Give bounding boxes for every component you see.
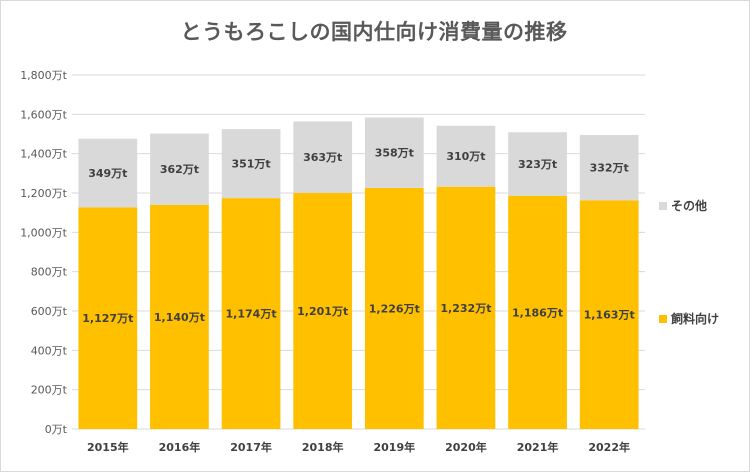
data-label: 1,140万t	[154, 311, 205, 324]
bar-other	[436, 125, 496, 187]
bar-other	[508, 132, 567, 196]
data-label: 332万t	[590, 162, 629, 175]
bar-other	[150, 133, 209, 205]
data-label: 363万t	[303, 151, 342, 164]
bar-other	[78, 138, 138, 208]
y-tick-label: 1,800万t	[20, 69, 67, 82]
bar-feed	[508, 195, 567, 429]
bar-other	[579, 134, 639, 201]
x-tick-label: 2020年	[445, 440, 487, 454]
x-tick-label: 2015年	[87, 440, 129, 454]
data-label: 351万t	[231, 158, 270, 171]
bar-feed	[579, 200, 639, 429]
data-label: 1,226万t	[369, 302, 420, 315]
bar-other	[364, 117, 424, 188]
x-tick-label: 2017年	[230, 440, 272, 454]
y-tick-label: 1,000万t	[20, 226, 67, 239]
data-label: 1,127万t	[82, 312, 133, 325]
chart-title: とうもろこしの国内仕向け消費量の推移	[180, 20, 568, 44]
x-tick-label: 2016年	[159, 440, 201, 454]
data-label: 323万t	[518, 158, 557, 171]
legend-swatch	[659, 202, 667, 210]
x-tick-label: 2022年	[588, 440, 630, 454]
data-label: 1,186万t	[512, 306, 563, 319]
y-tick-label: 0万t	[45, 423, 68, 436]
y-tick-label: 800万t	[31, 266, 68, 279]
bar-feed	[293, 192, 353, 429]
bar-feed	[436, 186, 496, 429]
data-label: 310万t	[446, 150, 485, 163]
data-label: 1,174万t	[226, 308, 277, 321]
x-tick-label: 2021年	[517, 440, 559, 454]
bar-feed	[78, 207, 138, 429]
y-tick-label: 600万t	[31, 305, 68, 318]
bar-feed	[221, 198, 281, 429]
x-tick-label: 2018年	[302, 440, 344, 454]
y-tick-label: 400万t	[31, 344, 68, 357]
data-label: 1,163万t	[584, 309, 635, 322]
data-label: 358万t	[375, 147, 414, 160]
y-tick-label: 1,400万t	[20, 148, 67, 161]
legend-swatch	[659, 315, 667, 323]
data-label: 362万t	[160, 163, 199, 176]
data-label: 1,232万t	[440, 302, 491, 315]
y-tick-label: 1,600万t	[20, 108, 67, 121]
bar-other	[293, 121, 353, 193]
bar-feed	[364, 187, 424, 429]
data-label: 349万t	[88, 167, 127, 180]
data-label: 1,201万t	[297, 305, 348, 318]
legend-label: 飼料向け	[670, 311, 719, 326]
x-tick-label: 2019年	[374, 440, 416, 454]
bar-feed	[150, 204, 209, 429]
bar-other	[221, 129, 281, 199]
legend-label: その他	[671, 198, 707, 213]
y-tick-label: 1,200万t	[20, 187, 67, 200]
y-tick-label: 200万t	[31, 384, 68, 397]
